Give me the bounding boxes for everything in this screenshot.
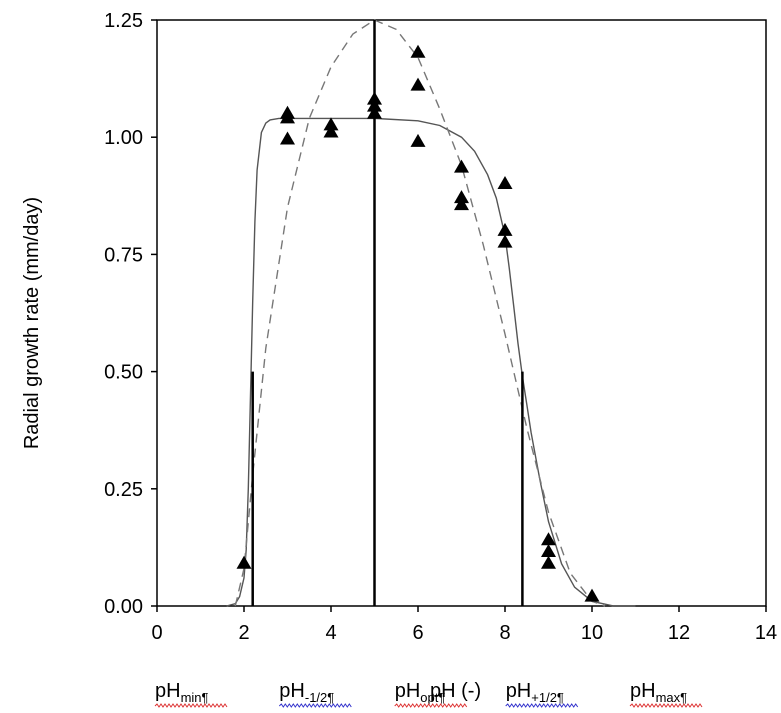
ph-param-subscript: min¶ <box>181 690 209 705</box>
data-point <box>541 532 556 546</box>
spellcheck-underline <box>629 703 703 708</box>
data-point <box>454 159 469 173</box>
data-point <box>497 176 513 190</box>
ph-param-text: pH-1/2¶ <box>279 680 334 705</box>
ph-param-label: pH+1/2¶ <box>505 680 579 708</box>
spellcheck-underline <box>154 703 228 708</box>
ph-param-base: pH <box>155 680 181 702</box>
y-tick-label: 1.25 <box>104 10 143 32</box>
data-point <box>541 555 556 569</box>
axis-ticks: 0 2 4 6 8 10 12 14 0.00 0.25 0.50 0.75 1.00 1.25 <box>104 10 777 644</box>
solid-model-curve <box>226 117 636 607</box>
y-tick-label: 0.75 <box>104 244 143 266</box>
ph-param-label: pHopt¶ <box>394 680 468 708</box>
x-axis-label: pH (-) <box>430 680 481 702</box>
spellcheck-underline <box>278 703 352 708</box>
data-points <box>236 44 600 602</box>
y-tick-label: 0.50 <box>104 362 143 384</box>
ph-param-text: pHopt¶ <box>395 680 446 705</box>
data-point <box>280 110 295 124</box>
ph-param-base: pH <box>279 680 305 702</box>
data-point <box>367 91 382 105</box>
ph-param-base: pH <box>630 680 656 702</box>
x-tick-label: 2 <box>238 622 249 644</box>
data-point <box>584 588 600 602</box>
data-point <box>323 124 339 138</box>
data-point <box>367 98 382 112</box>
plot-border <box>156 19 767 607</box>
data-point <box>280 131 295 145</box>
spellcheck-underline <box>394 703 468 708</box>
ph-param-subscript: -1/2¶ <box>305 690 334 705</box>
ph-param-text: pHmax¶ <box>630 680 687 705</box>
data-point <box>541 544 556 558</box>
data-point <box>410 133 426 147</box>
data-point <box>410 44 426 58</box>
x-tick-label: 6 <box>412 622 423 644</box>
ph-parameter-labels: pHmin¶ pH-1/2¶ pHopt¶ pH+1/2¶ pHmax¶ <box>154 680 703 708</box>
data-point <box>497 234 513 248</box>
data-point <box>367 105 382 119</box>
data-point <box>497 222 513 236</box>
data-point <box>454 190 469 204</box>
y-tick-label: 0.00 <box>104 596 143 618</box>
model-curves <box>226 19 636 607</box>
dashed-model-curve <box>234 19 606 607</box>
ph-param-base: pH <box>506 680 532 702</box>
x-tick-label: 14 <box>755 622 777 644</box>
ph-param-subscript: opt¶ <box>420 690 445 705</box>
data-point <box>410 77 426 91</box>
ph-param-label: pH-1/2¶ <box>278 680 352 708</box>
ph-param-subscript: max¶ <box>656 690 688 705</box>
ph-param-subscript: +1/2¶ <box>531 690 564 705</box>
ph-param-label: pHmax¶ <box>629 680 703 708</box>
data-point <box>236 555 252 569</box>
x-tick-label: 12 <box>668 622 690 644</box>
ph-param-base: pH <box>395 680 421 702</box>
y-tick-label: 1.00 <box>104 127 143 149</box>
x-tick-label: 10 <box>581 622 603 644</box>
y-axis-label: Radial growth rate (mm/day) <box>21 197 43 449</box>
ph-param-text: pH+1/2¶ <box>506 680 564 705</box>
y-tick-label: 0.25 <box>104 479 143 501</box>
ph-param-text: pHmin¶ <box>155 680 209 705</box>
spellcheck-underline <box>505 703 579 708</box>
plot-frame <box>156 19 767 607</box>
data-point <box>323 117 339 131</box>
x-tick-label: 8 <box>499 622 510 644</box>
x-tick-label: 4 <box>325 622 336 644</box>
data-point <box>454 197 469 211</box>
vertical-markers <box>251 20 524 606</box>
x-tick-label: 0 <box>151 622 162 644</box>
ph-param-label: pHmin¶ <box>154 680 228 708</box>
